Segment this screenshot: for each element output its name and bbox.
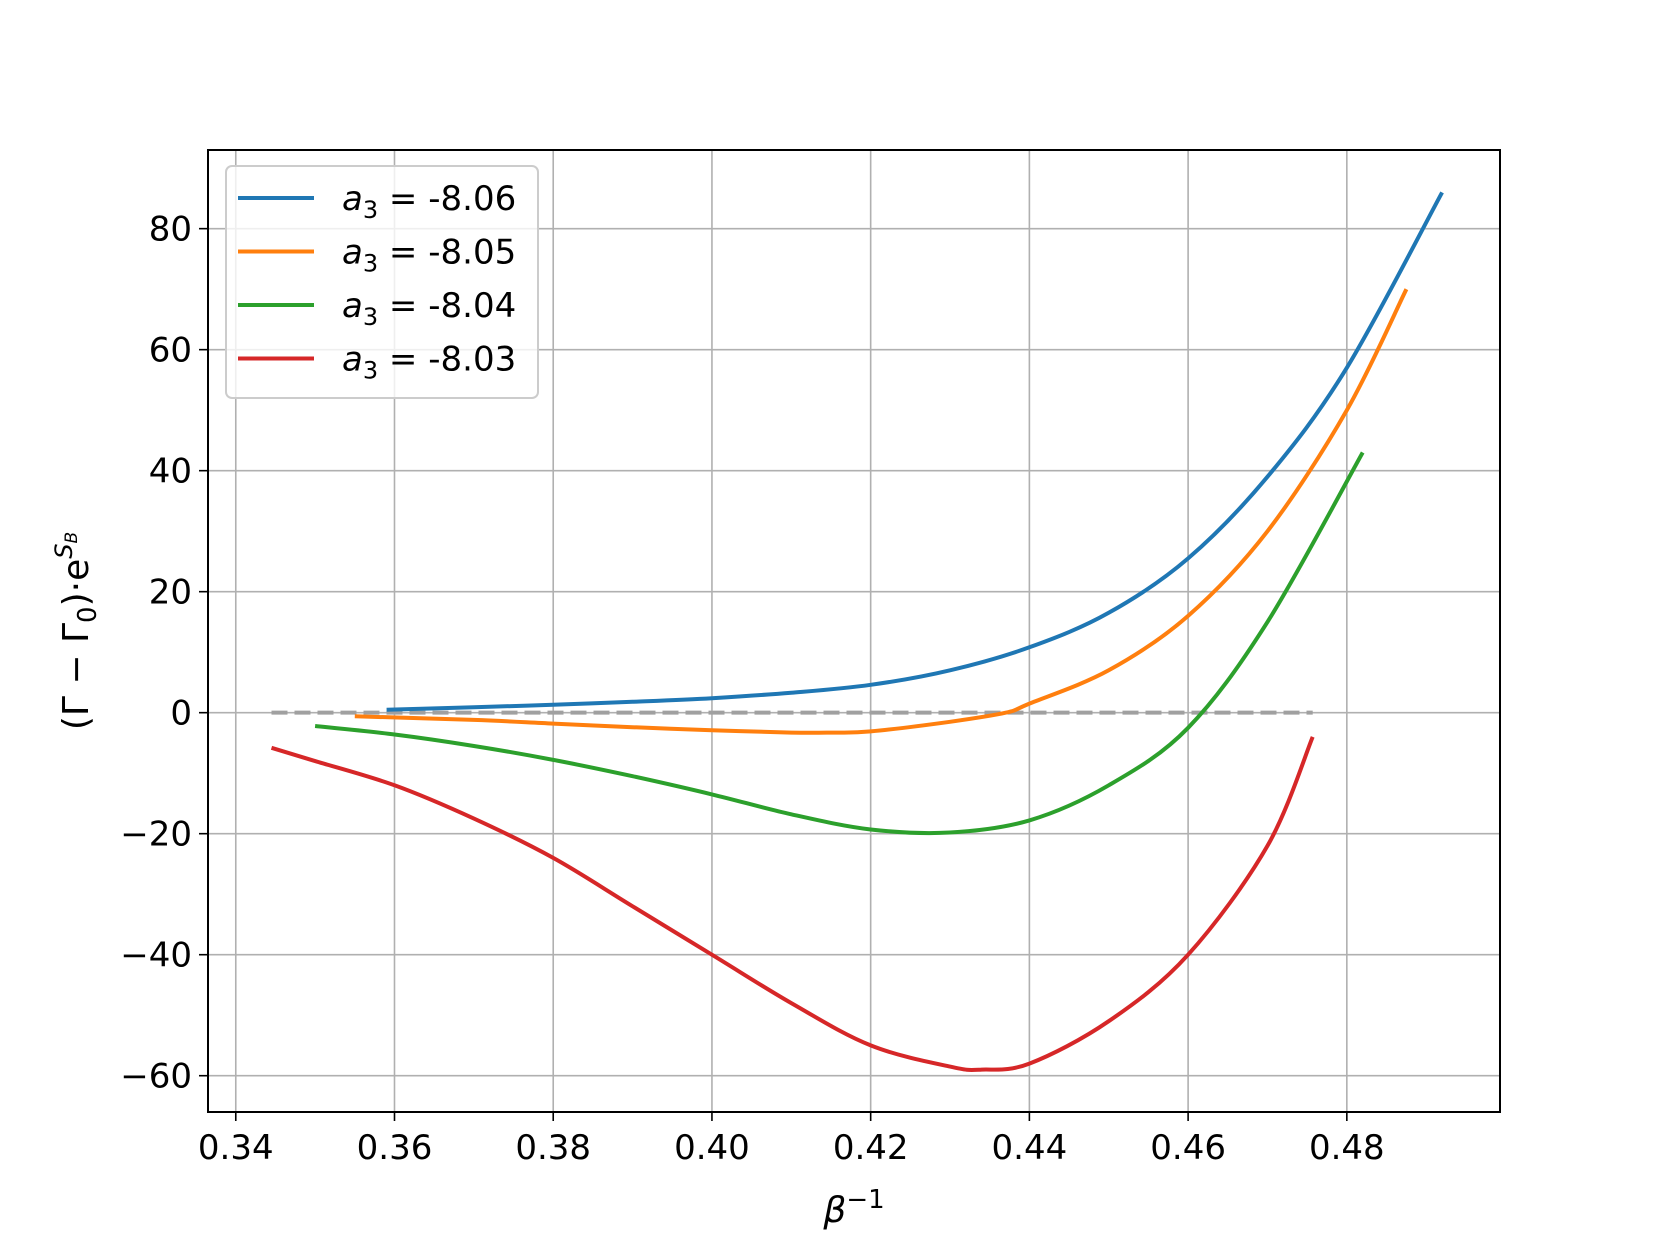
series-line	[354, 288, 1409, 735]
legend: a3 = -8.06 a3 = -8.05 a3 = -8.04 a3 = -8.03	[225, 165, 539, 399]
y-axis-label-rest: )·e	[56, 559, 97, 607]
y-axis-label-sup: S	[50, 544, 78, 559]
y-tick-label: 20	[149, 573, 192, 613]
x-tick-label: 0.44	[992, 1128, 1068, 1168]
x-tick-label: 0.34	[198, 1128, 274, 1168]
x-axis-label: β−1	[822, 1185, 884, 1231]
series-line	[386, 191, 1444, 712]
y-axis-label-sub: 0	[73, 606, 103, 623]
y-tick-label: 0	[170, 694, 192, 734]
legend-entry: a3 = -8.06	[342, 179, 516, 224]
x-tick-label: 0.40	[674, 1128, 750, 1168]
y-tick-label: 60	[149, 331, 192, 371]
x-tick-label: 0.46	[1150, 1128, 1226, 1168]
y-tick-label: −60	[120, 1057, 192, 1097]
legend-entry: a3 = -8.03	[342, 340, 516, 385]
x-tick-label: 0.38	[515, 1128, 591, 1168]
x-axis-label-main: β	[822, 1190, 846, 1231]
y-tick-label: 80	[149, 210, 192, 250]
legend-box	[225, 165, 539, 399]
y-tick-label: −40	[120, 936, 192, 976]
x-tick-label: 0.42	[833, 1128, 909, 1168]
series-line	[270, 736, 1315, 1072]
x-axis-label-sup: −1	[846, 1185, 884, 1215]
y-axis-label: (Γ − Γ0)·eSB	[50, 532, 103, 730]
ticks-layer: 0.34 0.36 0.38 0.40 0.42 0.44 0.46 0.48 −60 −40 −2…	[120, 210, 1384, 1168]
y-tick-label: −20	[120, 815, 192, 855]
legend-entry: a3 = -8.05	[342, 233, 516, 278]
legend-entry: a3 = -8.04	[342, 286, 516, 331]
y-axis-label-supsub: B	[62, 532, 82, 544]
plot-frame	[207, 149, 1501, 1113]
x-tick-label: 0.48	[1309, 1128, 1385, 1168]
series-layer	[270, 191, 1444, 1072]
y-axis-label-main: (Γ − Γ	[56, 623, 97, 730]
x-tick-label: 0.36	[357, 1128, 433, 1168]
y-tick-label: 40	[149, 452, 192, 492]
series-line	[314, 451, 1365, 836]
